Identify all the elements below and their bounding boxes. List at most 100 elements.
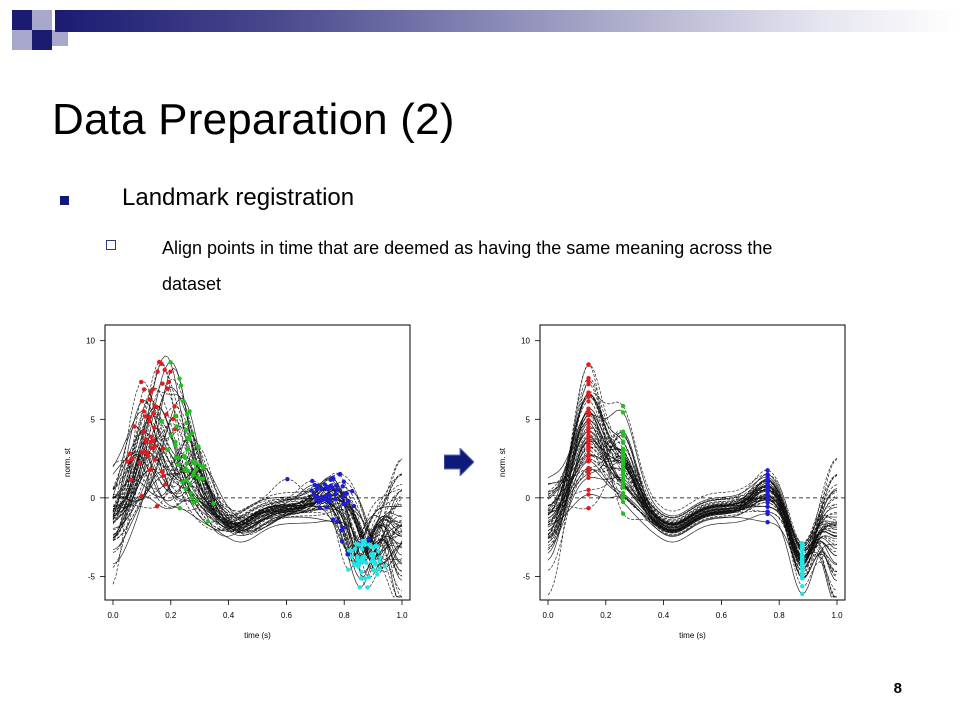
- landmark-point: [188, 482, 193, 487]
- landmark-point: [182, 455, 188, 461]
- landmark-point: [165, 447, 170, 453]
- landmark-point: [377, 566, 382, 571]
- landmark-point: [152, 457, 157, 462]
- landmark-point: [172, 404, 177, 409]
- landmark-point: [184, 412, 190, 417]
- y-tick-label: -5: [523, 572, 531, 581]
- landmark-point: [586, 438, 591, 444]
- landmark-point: [328, 497, 333, 502]
- x-tick-label: 0.0: [107, 611, 119, 620]
- x-tick-label: 0.6: [281, 611, 293, 620]
- landmark-point: [334, 487, 340, 492]
- landmark-point: [142, 449, 148, 454]
- landmark-point: [333, 491, 338, 497]
- landmark-point: [201, 465, 206, 471]
- landmark-point: [150, 387, 156, 392]
- data-curve: [547, 468, 838, 579]
- landmark-point: [370, 545, 375, 550]
- landmark-point: [165, 386, 170, 391]
- landmark-point: [586, 506, 591, 511]
- landmark-point: [586, 487, 591, 493]
- landmark-point: [340, 494, 345, 500]
- landmark-point: [334, 483, 339, 488]
- x-tick-label: 0.2: [165, 611, 177, 620]
- landmark-point: [800, 584, 805, 589]
- data-curve: [547, 436, 838, 551]
- landmark-point: [184, 461, 189, 466]
- square-bullet-icon: [60, 196, 69, 205]
- landmark-point: [356, 542, 362, 547]
- landmark-point: [586, 466, 591, 471]
- landmark-point: [349, 548, 354, 554]
- landmark-point: [139, 493, 144, 499]
- landmark-point: [800, 548, 805, 553]
- landmark-point: [173, 413, 178, 419]
- landmark-point: [346, 498, 351, 504]
- plot-frame: [539, 324, 846, 601]
- landmark-point: [350, 489, 355, 494]
- y-tick-label: 5: [526, 415, 531, 424]
- landmark-point: [349, 554, 354, 559]
- data-curve: [547, 458, 838, 545]
- data-curve: [112, 469, 403, 548]
- landmark-point: [148, 434, 154, 439]
- landmark-point: [329, 483, 334, 489]
- landmark-point: [145, 454, 151, 459]
- landmark-point: [141, 409, 146, 414]
- data-curve: [547, 430, 838, 558]
- landmark-point: [620, 467, 626, 472]
- landmark-point: [139, 398, 145, 404]
- data-curve: [112, 431, 403, 565]
- landmark-point: [183, 486, 188, 492]
- landmark-point: [184, 420, 189, 426]
- landmark-point: [620, 499, 626, 505]
- landmark-point: [191, 500, 196, 505]
- landmark-point: [173, 455, 179, 460]
- y-tick-label: 5: [91, 415, 96, 424]
- header-square-dark: [32, 30, 52, 50]
- landmark-point: [375, 572, 380, 577]
- landmark-point: [620, 460, 626, 465]
- landmark-point: [141, 429, 146, 434]
- landmark-point: [586, 471, 591, 477]
- landmark-point: [173, 443, 178, 448]
- hollow-square-bullet-icon: [106, 240, 116, 250]
- curve-group: [547, 363, 838, 598]
- landmark-point: [147, 415, 153, 420]
- landmark-point: [137, 460, 142, 466]
- landmark-point: [340, 484, 345, 489]
- x-tick-label: 1.0: [396, 611, 408, 620]
- landmark-point: [185, 468, 191, 474]
- landmark-point: [147, 397, 152, 402]
- landmark-point: [377, 559, 382, 564]
- landmark-point: [317, 505, 323, 511]
- slide-title: Data Preparation (2): [52, 95, 455, 144]
- landmark-point: [324, 486, 329, 491]
- landmark-point: [333, 496, 338, 502]
- x-axis-label: time (s): [679, 631, 706, 640]
- landmark-point: [342, 491, 348, 496]
- landmark-point: [322, 482, 328, 487]
- landmark-point: [164, 412, 169, 417]
- landmark-point: [765, 468, 770, 473]
- x-tick-label: 0.8: [774, 611, 786, 620]
- landmark-point: [331, 476, 336, 482]
- landmark-point: [152, 403, 157, 408]
- landmark-point: [128, 477, 134, 482]
- landmark-point: [366, 575, 372, 580]
- data-curve: [547, 440, 837, 598]
- right-arrow-icon: [444, 448, 474, 476]
- x-tick-label: 0.6: [716, 611, 728, 620]
- data-curve: [547, 494, 838, 571]
- landmark-point: [152, 425, 157, 430]
- landmark-point: [129, 457, 134, 462]
- landmark-point: [366, 542, 372, 547]
- landmark-point: [800, 573, 805, 578]
- landmark-point: [620, 472, 626, 478]
- header-square-dark: [12, 10, 32, 30]
- data-curve: [112, 425, 403, 588]
- landmark-point: [586, 446, 591, 451]
- landmark-point: [188, 490, 194, 496]
- landmark-point: [160, 446, 165, 451]
- landmark-point: [177, 506, 182, 511]
